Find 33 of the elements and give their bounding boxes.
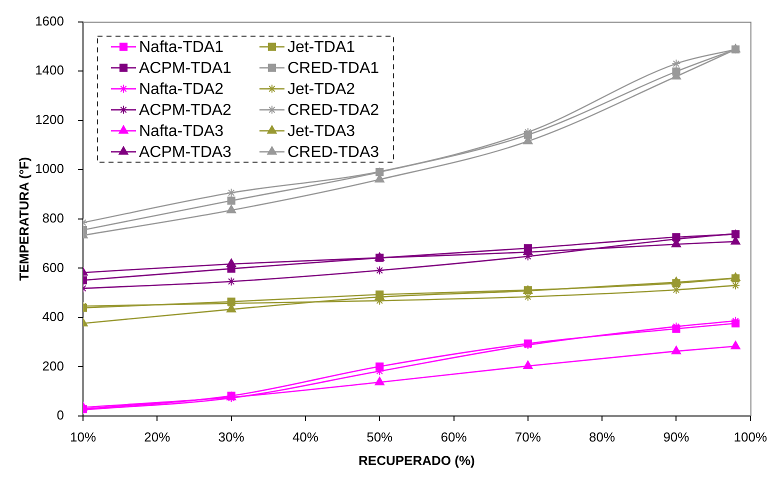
x-tick-label: 60%	[440, 429, 468, 444]
legend-label: ACPM-TDA2	[139, 102, 232, 120]
x-tick-label: 50%	[366, 429, 394, 444]
legend-label: CRED-TDA3	[287, 144, 380, 162]
y-tick-label: 0	[56, 408, 64, 423]
y-tick-label: 1400	[35, 62, 64, 78]
legend-label: Jet-TDA2	[287, 81, 356, 98]
legend-label: Jet-TDA3	[287, 123, 356, 140]
y-tick-label: 800	[42, 210, 64, 226]
y-tick-label: 1000	[35, 161, 64, 176]
x-tick-label: 40%	[292, 429, 319, 444]
y-tick-label: 400	[42, 309, 64, 324]
legend-label: ACPM-TDA1	[139, 60, 232, 78]
legend-label: Nafta-TDA3	[139, 123, 224, 140]
x-tick-label: 90%	[663, 429, 690, 444]
x-tick-label: 80%	[589, 429, 616, 444]
x-axis-title: RECUPERADO (%)	[358, 452, 475, 468]
y-tick-label: 1600	[35, 13, 64, 28]
legend-label: Jet-TDA1	[287, 39, 356, 56]
x-tick-label: 70%	[514, 429, 542, 444]
x-tick-label: 20%	[144, 429, 171, 444]
x-tick-label: 10%	[70, 429, 96, 444]
x-tick-label: 30%	[218, 429, 245, 444]
y-tick-label: 600	[42, 260, 64, 275]
legend-label: ACPM-TDA3	[139, 144, 232, 162]
legend-label: Nafta-TDA2	[139, 81, 224, 98]
y-tick-label: 1200	[35, 112, 64, 127]
legend-label: CRED-TDA2	[287, 102, 380, 120]
legend-label: CRED-TDA1	[287, 60, 380, 78]
y-tick-label: 200	[42, 358, 64, 374]
x-tick-label: 100%	[734, 429, 768, 444]
y-axis-title: TEMPERATURA (°F)	[16, 157, 32, 281]
legend-label: Nafta-TDA1	[139, 39, 224, 56]
